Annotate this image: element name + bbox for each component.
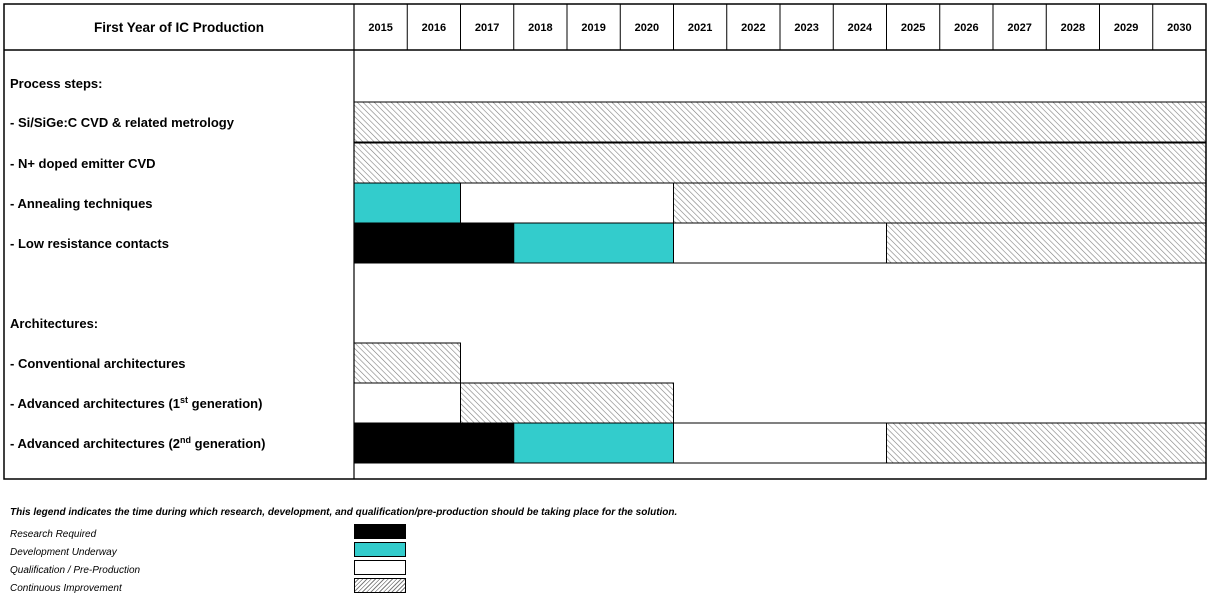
legend-label-research: Research Required xyxy=(10,529,97,540)
row-label-4: - Low resistance contacts xyxy=(10,236,169,251)
header-label: First Year of IC Production xyxy=(94,20,264,35)
year-label-2030: 2030 xyxy=(1167,22,1191,34)
year-label-2015: 2015 xyxy=(368,22,392,34)
bar-continuous-row8-1 xyxy=(460,382,674,424)
year-label-2020: 2020 xyxy=(635,22,659,34)
bar-qualification-row9-2 xyxy=(673,422,887,464)
row-label-2: - N+ doped emitter CVD xyxy=(10,156,156,171)
legend-label-qualification: Qualification / Pre-Production xyxy=(10,565,141,576)
bar-continuous-row4-3 xyxy=(886,222,1207,264)
legend-label-continuous: Continuous Improvement xyxy=(10,583,122,594)
year-label-2016: 2016 xyxy=(422,22,446,34)
table-frame xyxy=(3,3,1207,480)
section-label-6: Architectures: xyxy=(10,316,98,331)
year-label-2019: 2019 xyxy=(581,22,605,34)
row-label-8: - Advanced architectures (1st generation… xyxy=(10,395,262,411)
legend-swatch-continuous xyxy=(354,578,406,593)
row-label-1: - Si/SiGe:C CVD & related metrology xyxy=(10,115,235,130)
year-label-2022: 2022 xyxy=(741,22,765,34)
bar-development-row9-1 xyxy=(513,422,674,464)
year-label-2028: 2028 xyxy=(1061,22,1085,34)
bar-development-row3-0 xyxy=(353,182,461,224)
year-label-2029: 2029 xyxy=(1114,22,1138,34)
bar-continuous-row1-0 xyxy=(353,101,1207,143)
bar-continuous-row9-3 xyxy=(886,422,1207,464)
legend-swatch-development xyxy=(354,542,406,557)
bar-qualification-row4-2 xyxy=(673,222,887,264)
bar-continuous-row2-0 xyxy=(353,142,1207,184)
year-label-2018: 2018 xyxy=(528,22,552,34)
year-label-2017: 2017 xyxy=(475,22,499,34)
year-label-2027: 2027 xyxy=(1007,22,1031,34)
row-label-7: - Conventional architectures xyxy=(10,356,186,371)
bar-development-row4-1 xyxy=(513,222,674,264)
bar-qualification-row8-0 xyxy=(353,382,461,424)
legend-note: This legend indicates the time during wh… xyxy=(10,507,678,518)
row-label-3: - Annealing techniques xyxy=(10,196,153,211)
bar-research-row9-0 xyxy=(353,422,515,464)
year-label-2025: 2025 xyxy=(901,22,925,34)
year-label-2024: 2024 xyxy=(848,22,873,34)
bar-continuous-row7-0 xyxy=(353,342,461,384)
year-label-2026: 2026 xyxy=(954,22,978,34)
bar-continuous-row3-2 xyxy=(673,182,1207,224)
year-label-2023: 2023 xyxy=(794,22,818,34)
bar-research-row4-0 xyxy=(353,222,515,264)
year-label-2021: 2021 xyxy=(688,22,712,34)
row-label-9: - Advanced architectures (2nd generation… xyxy=(10,435,265,451)
section-label-0: Process steps: xyxy=(10,76,103,91)
bar-qualification-row3-1 xyxy=(460,182,674,224)
legend-label-development: Development Underway xyxy=(10,547,117,558)
legend-swatch-qualification xyxy=(354,560,406,575)
legend-swatch-research xyxy=(354,524,406,539)
